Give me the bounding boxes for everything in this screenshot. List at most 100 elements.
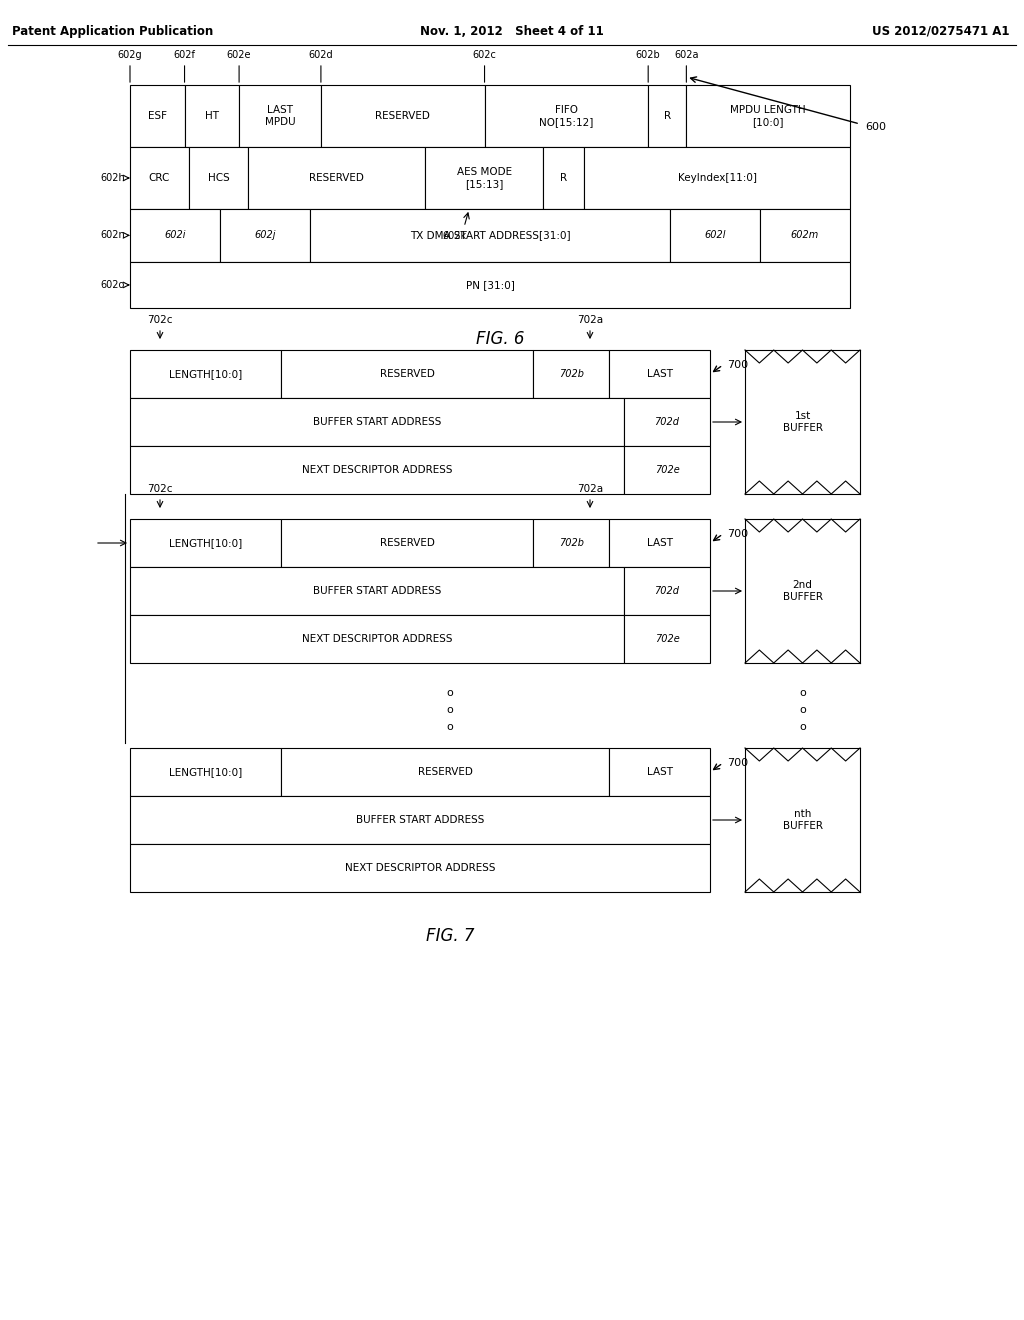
Bar — [130, 843, 710, 892]
Text: PN [31:0]: PN [31:0] — [466, 280, 514, 290]
Text: LENGTH[10:0]: LENGTH[10:0] — [169, 539, 243, 548]
Text: FIG. 6: FIG. 6 — [476, 330, 524, 348]
Text: 602l: 602l — [705, 231, 726, 240]
Bar — [239, 84, 321, 147]
Bar — [425, 147, 543, 209]
Text: o: o — [799, 705, 806, 715]
Text: HCS: HCS — [208, 173, 229, 183]
Text: FIFO
NO[15:12]: FIFO NO[15:12] — [540, 106, 594, 127]
Bar — [624, 615, 710, 663]
Text: o: o — [446, 705, 454, 715]
Text: RESERVED: RESERVED — [375, 111, 430, 121]
Bar — [609, 350, 710, 399]
Bar — [130, 147, 189, 209]
Bar — [624, 399, 710, 446]
Bar — [282, 350, 534, 399]
Text: 602g: 602g — [118, 50, 142, 59]
Bar — [184, 84, 239, 147]
Text: 602d: 602d — [308, 50, 333, 59]
Bar — [686, 84, 850, 147]
Bar — [624, 446, 710, 494]
Bar — [220, 209, 310, 261]
Text: HT: HT — [205, 111, 219, 121]
Text: FIG. 7: FIG. 7 — [426, 927, 474, 945]
Text: LAST: LAST — [646, 370, 673, 379]
Text: LAST: LAST — [646, 539, 673, 548]
Text: 602a: 602a — [674, 50, 698, 59]
Text: LAST: LAST — [646, 767, 673, 777]
Bar — [248, 147, 425, 209]
Text: NEXT DESCRIPTOR ADDRESS: NEXT DESCRIPTOR ADDRESS — [345, 863, 496, 873]
Text: LENGTH[10:0]: LENGTH[10:0] — [169, 370, 243, 379]
Bar — [648, 84, 686, 147]
Text: o: o — [799, 722, 806, 733]
Text: 702c: 702c — [147, 315, 173, 325]
Text: NEXT DESCRIPTOR ADDRESS: NEXT DESCRIPTOR ADDRESS — [302, 465, 453, 475]
Bar — [534, 519, 609, 568]
Text: 700: 700 — [727, 758, 749, 768]
Text: TX DMA START ADDRESS[31:0]: TX DMA START ADDRESS[31:0] — [410, 231, 570, 240]
Bar — [130, 446, 624, 494]
Bar — [130, 209, 220, 261]
Bar — [321, 84, 484, 147]
Text: US 2012/0275471 A1: US 2012/0275471 A1 — [872, 25, 1010, 38]
Bar — [484, 84, 648, 147]
Text: Patent Application Publication: Patent Application Publication — [12, 25, 213, 38]
Text: 602h: 602h — [100, 173, 125, 183]
Bar — [760, 209, 850, 261]
Text: 600: 600 — [865, 121, 886, 132]
Bar — [282, 519, 534, 568]
Text: MPDU LENGTH
[10:0]: MPDU LENGTH [10:0] — [730, 106, 806, 127]
Bar — [585, 147, 850, 209]
Text: 702d: 702d — [654, 586, 680, 597]
Text: 702d: 702d — [654, 417, 680, 426]
Text: o: o — [799, 688, 806, 698]
Text: nth
BUFFER: nth BUFFER — [782, 809, 822, 830]
Text: RESERVED: RESERVED — [418, 767, 473, 777]
Text: 702b: 702b — [559, 539, 584, 548]
Text: ESF: ESF — [147, 111, 167, 121]
Text: 702a: 702a — [577, 484, 603, 494]
Text: NEXT DESCRIPTOR ADDRESS: NEXT DESCRIPTOR ADDRESS — [302, 634, 453, 644]
Text: 602m: 602m — [791, 231, 819, 240]
Text: BUFFER START ADDRESS: BUFFER START ADDRESS — [355, 814, 484, 825]
Text: 702a: 702a — [577, 315, 603, 325]
Text: 602b: 602b — [636, 50, 660, 59]
Text: 1st
BUFFER: 1st BUFFER — [782, 412, 822, 433]
Text: 602n: 602n — [100, 231, 125, 240]
Text: BUFFER START ADDRESS: BUFFER START ADDRESS — [313, 586, 441, 597]
Text: o: o — [446, 722, 454, 733]
Bar — [609, 748, 710, 796]
Text: 702b: 702b — [559, 370, 584, 379]
Text: 702e: 702e — [654, 634, 679, 644]
Text: 602f: 602f — [174, 50, 196, 59]
Bar — [189, 147, 248, 209]
Text: AES MODE
[15:13]: AES MODE [15:13] — [457, 168, 512, 189]
Text: RESERVED: RESERVED — [380, 370, 435, 379]
Text: Nov. 1, 2012   Sheet 4 of 11: Nov. 1, 2012 Sheet 4 of 11 — [420, 25, 604, 38]
Text: 700: 700 — [727, 360, 749, 370]
Text: 2nd
BUFFER: 2nd BUFFER — [782, 581, 822, 602]
Bar — [130, 399, 624, 446]
Text: CRC: CRC — [148, 173, 170, 183]
Bar — [130, 261, 850, 308]
Bar — [609, 519, 710, 568]
Text: 700: 700 — [727, 529, 749, 539]
Text: 602e: 602e — [227, 50, 251, 59]
Text: R: R — [560, 173, 567, 183]
Text: 702e: 702e — [654, 465, 679, 475]
Bar — [310, 209, 670, 261]
Text: KeyIndex[11:0]: KeyIndex[11:0] — [678, 173, 757, 183]
Text: 702c: 702c — [147, 484, 173, 494]
Bar — [130, 519, 282, 568]
Bar — [130, 796, 710, 843]
Bar — [670, 209, 760, 261]
Text: LENGTH[10:0]: LENGTH[10:0] — [169, 767, 243, 777]
Text: 602c: 602c — [473, 50, 497, 59]
Bar — [130, 84, 184, 147]
Text: 602j: 602j — [254, 231, 275, 240]
Text: o: o — [446, 688, 454, 698]
Text: 602o: 602o — [100, 280, 125, 290]
Text: BUFFER START ADDRESS: BUFFER START ADDRESS — [313, 417, 441, 426]
Bar — [130, 615, 624, 663]
